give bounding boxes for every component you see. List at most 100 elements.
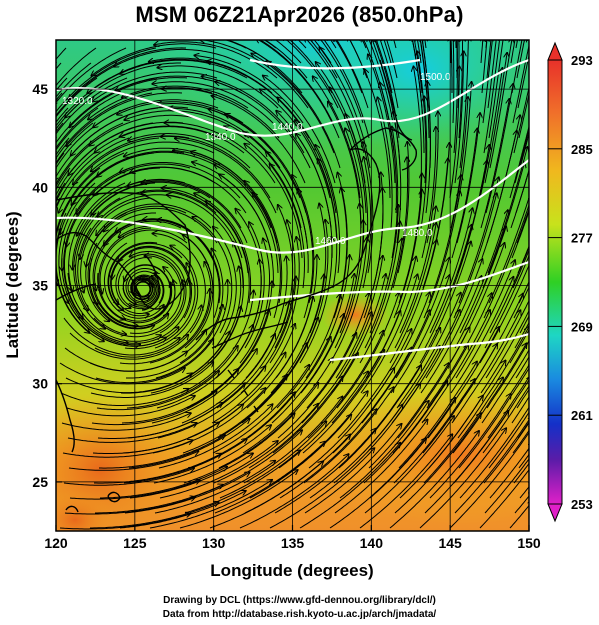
streamline bbox=[518, 449, 529, 469]
streamline bbox=[519, 308, 529, 334]
streamline bbox=[63, 468, 194, 486]
colorbar-label: 277 bbox=[571, 231, 593, 246]
streamline bbox=[393, 379, 475, 484]
streamline bbox=[304, 40, 365, 154]
streamline bbox=[56, 47, 157, 117]
streamline bbox=[487, 40, 497, 109]
streamline bbox=[449, 67, 459, 199]
streamline bbox=[453, 193, 497, 319]
streamline bbox=[481, 131, 517, 259]
streamline bbox=[87, 58, 212, 93]
coastlines bbox=[56, 59, 417, 513]
streamline bbox=[424, 411, 508, 514]
streamline bbox=[428, 175, 461, 304]
streamline bbox=[119, 289, 210, 365]
streamline bbox=[479, 464, 529, 529]
wind-streamlines bbox=[56, 40, 529, 530]
colorbar-label: 261 bbox=[571, 408, 593, 423]
streamline bbox=[97, 151, 221, 177]
streamline bbox=[124, 110, 250, 139]
streamline bbox=[56, 197, 61, 208]
streamline bbox=[182, 375, 287, 454]
x-axis-label: Longitude (degrees) bbox=[210, 561, 373, 580]
streamline bbox=[63, 317, 180, 356]
streamline bbox=[333, 40, 363, 94]
streamline bbox=[164, 123, 276, 184]
streamline bbox=[318, 159, 338, 289]
streamline bbox=[299, 237, 332, 364]
streamline bbox=[69, 47, 186, 100]
streamline bbox=[483, 195, 529, 319]
streamline bbox=[63, 197, 91, 319]
streamline bbox=[396, 293, 461, 409]
streamline bbox=[209, 461, 323, 529]
streamline bbox=[120, 162, 241, 199]
streamline bbox=[219, 422, 326, 499]
streamline bbox=[397, 327, 470, 439]
streamline bbox=[419, 242, 471, 364]
streamline bbox=[175, 138, 277, 214]
x-tick-label: 145 bbox=[438, 535, 462, 551]
streamline bbox=[242, 358, 333, 454]
streamline bbox=[420, 96, 427, 229]
streamline bbox=[368, 363, 449, 469]
streamline bbox=[306, 40, 338, 79]
streamline bbox=[489, 442, 529, 499]
streamline bbox=[56, 152, 125, 256]
streamline bbox=[90, 362, 213, 398]
streamline bbox=[115, 253, 184, 308]
streamline bbox=[58, 182, 96, 303]
streamline bbox=[67, 423, 197, 444]
streamline bbox=[58, 137, 160, 213]
contour-label: 1320.0 bbox=[62, 96, 93, 107]
credits-drawing: Drawing by DCL (https://www.gfd-dennou.o… bbox=[163, 595, 436, 606]
streamline bbox=[184, 450, 300, 514]
streamline bbox=[339, 204, 361, 334]
streamline bbox=[159, 441, 278, 499]
y-tick-label: 35 bbox=[32, 278, 48, 294]
streamline bbox=[120, 59, 248, 79]
streamline bbox=[360, 275, 418, 394]
streamline bbox=[56, 107, 99, 157]
streamline bbox=[100, 229, 188, 294]
streamline bbox=[56, 47, 97, 91]
streamline bbox=[271, 314, 344, 424]
streamline bbox=[56, 92, 93, 136]
streamline bbox=[179, 470, 298, 529]
streamline bbox=[179, 249, 224, 364]
streamline bbox=[126, 305, 223, 379]
streamline bbox=[454, 413, 529, 514]
streamline bbox=[91, 391, 217, 426]
streamline bbox=[157, 220, 220, 319]
streamline bbox=[334, 220, 363, 349]
streamline bbox=[128, 133, 251, 169]
colorbar-label: 285 bbox=[571, 142, 593, 157]
streamline bbox=[88, 87, 213, 120]
streamline bbox=[153, 234, 206, 334]
streamline bbox=[183, 413, 295, 484]
streamline bbox=[518, 92, 529, 139]
streamline bbox=[96, 371, 219, 411]
streamline bbox=[450, 97, 468, 229]
streamline bbox=[56, 92, 123, 154]
streamline bbox=[124, 263, 196, 350]
streamline bbox=[61, 257, 140, 345]
streamline bbox=[378, 97, 393, 229]
streamline bbox=[458, 362, 529, 469]
streamline bbox=[127, 383, 245, 439]
streamline bbox=[122, 85, 249, 109]
streamline bbox=[243, 397, 342, 484]
streamline bbox=[294, 40, 307, 49]
streamline bbox=[270, 164, 305, 289]
streamline bbox=[130, 166, 247, 214]
streamline bbox=[153, 425, 271, 484]
streamline bbox=[480, 302, 529, 394]
streamline bbox=[99, 435, 225, 469]
streamline bbox=[56, 62, 92, 102]
streamline bbox=[62, 167, 131, 270]
streamline bbox=[91, 43, 217, 76]
y-tick-label: 30 bbox=[32, 376, 48, 392]
streamline bbox=[194, 55, 304, 124]
streamline bbox=[392, 127, 399, 259]
streamline bbox=[56, 152, 65, 171]
